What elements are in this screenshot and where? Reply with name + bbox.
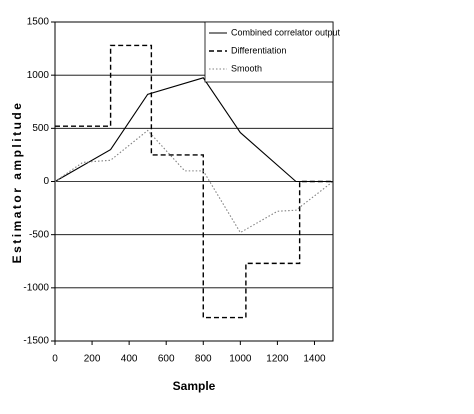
series-line — [54, 77, 333, 183]
y-tick-label: -1000 — [23, 282, 49, 293]
y-tick-label: -500 — [29, 229, 49, 240]
x-tick-label: 200 — [84, 354, 101, 365]
y-tick-label: 1500 — [27, 17, 50, 28]
x-tick-label: 1200 — [266, 354, 289, 365]
y-axis-label: Estimator amplitude — [10, 101, 24, 264]
y-tick-label: 0 — [43, 176, 49, 187]
y-tick-label: -1500 — [23, 336, 49, 347]
y-tick-label: 500 — [32, 123, 49, 134]
legend-label: Differentiation — [231, 45, 286, 55]
x-tick-label: 1400 — [303, 354, 326, 365]
x-tick-label: 400 — [121, 354, 138, 365]
y-tick-label: 1000 — [27, 70, 50, 81]
x-tick-label: 1000 — [229, 354, 252, 365]
x-tick-label: 800 — [195, 354, 212, 365]
x-tick-label: 0 — [52, 354, 58, 365]
legend-label: Combined correlator output — [231, 27, 341, 37]
legend-label: Smooth — [231, 63, 262, 73]
series-line — [55, 44, 333, 319]
legend-box — [204, 21, 334, 83]
x-tick-label: 600 — [158, 354, 175, 365]
x-axis-label: Sample — [173, 379, 216, 393]
